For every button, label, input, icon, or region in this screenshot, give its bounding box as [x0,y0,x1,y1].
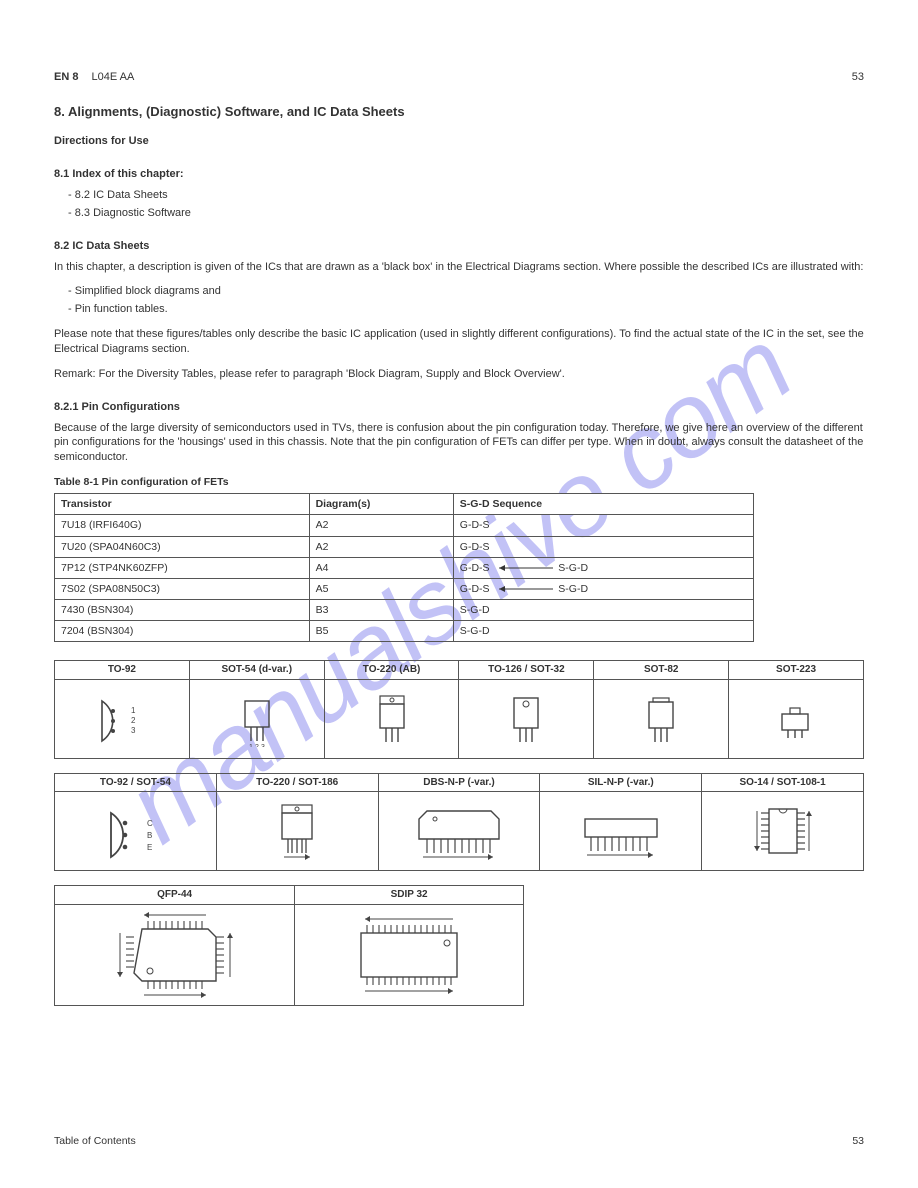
ic-items: Simplified block diagrams and Pin functi… [68,284,864,317]
table-row: 7430 (BSN304)B3S-G-D [55,600,754,621]
subheading-directions: Directions for Use [54,134,864,149]
svg-text:1: 1 [131,706,136,715]
pkg-icon-dbs [409,792,509,870]
pkg-so14: SO-14 / SOT-108-1 [701,774,863,871]
pkg-icon-sot223 [766,680,826,758]
pkg-icon-qfp44 [110,905,240,1005]
col-transistor: Transistor [55,494,310,515]
paragraph: Because of the large diversity of semico… [54,421,864,466]
paragraph: Please note that these figures/tables on… [54,327,864,357]
pkg-icon-sot54: 123 [227,680,287,758]
chassis-code: L04E AA [92,71,135,83]
chapter-en: EN 8 [54,71,78,83]
svg-text:C: C [147,819,153,828]
left-arrow-icon [495,585,555,593]
list-item: 8.3 Diagnostic Software [68,206,864,221]
pkg-sot82: SOT-82 [593,661,728,758]
table-row: 7U18 (IRFI640G)A2G-D-S [55,515,754,536]
pkg-icon-so14 [743,792,823,870]
svg-text:2: 2 [255,744,259,747]
package-row-1: TO-92 123 SOT-54 (d-var.) 123 TO-220 (AB… [54,660,864,759]
pkg-sot223: SOT-223 [728,661,863,758]
table-caption: Table 8-1 Pin configuration of FETs [54,475,864,489]
svg-text:E: E [147,843,152,852]
list-item: 8.2 IC Data Sheets [68,188,864,203]
pkg-icon-to92b: CBE [95,792,175,870]
pkg-icon-sot82 [631,680,691,758]
package-row-2: TO-92 / SOT-54 CBE TO-220 / SOT-186 DBS-… [54,773,864,872]
svg-text:B: B [147,831,152,840]
pkg-qfp44: QFP-44 [54,886,294,1005]
chapter-heading: EN 8 L04E AA 53 [54,70,864,85]
pkg-icon-to92: 123 [87,680,157,758]
table-row: 7S02 (SPA08N50C3)A5 G-D-S S-G-D [55,578,754,599]
pkg-to126: TO-126 / SOT-32 [458,661,593,758]
list-item: Pin function tables. [68,302,864,317]
pkg-dbs: DBS-N-P (-var.) [378,774,540,871]
fet-table: Transistor Diagram(s) S-G-D Sequence 7U1… [54,493,754,642]
page-footer: Table of Contents 53 [54,1134,864,1148]
pkg-icon-to126 [496,680,556,758]
pkg-sdip32: SDIP 32 [294,886,523,1005]
svg-text:3: 3 [261,744,265,747]
heading-pinconfig: 8.2.1 Pin Configurations [54,400,864,415]
heading-ic-data: 8.2 IC Data Sheets [54,239,864,254]
table-row: 7P12 (STP4NK60ZFP)A4 G-D-S ← S-G-D G-D-S… [55,557,754,578]
paragraph: Remark: For the Diversity Tables, please… [54,367,864,382]
pkg-sil: SIL-N-P (-var.) [539,774,701,871]
heading-index: 8.1 Index of this chapter: [54,167,864,182]
pkg-to220b: TO-220 / SOT-186 [216,774,378,871]
footer-left[interactable]: Table of Contents [54,1135,136,1147]
pkg-icon-sil [571,792,671,870]
pkg-sot54: SOT-54 (d-var.) 123 [189,661,324,758]
pkg-icon-sdip32 [339,905,479,1005]
col-diagram: Diagram(s) [309,494,453,515]
page-num-top: 53 [852,70,864,85]
page-content: EN 8 L04E AA 53 8. Alignments, (Diagnost… [54,70,864,1006]
pkg-icon-to220 [362,680,422,758]
package-row-3: QFP-44 [54,885,524,1006]
svg-text:2: 2 [131,716,136,725]
svg-text:3: 3 [131,726,136,735]
pkg-to220: TO-220 (AB) [324,661,459,758]
svg-text:1: 1 [249,744,253,747]
paragraph: In this chapter, a description is given … [54,260,864,275]
footer-page-number: 53 [852,1134,864,1148]
pkg-to92b: TO-92 / SOT-54 CBE [54,774,216,871]
table-header-row: Transistor Diagram(s) S-G-D Sequence [55,494,754,515]
pkg-to92: TO-92 123 [54,661,189,758]
table-row: 7U20 (SPA04N60C3)A2G-D-S [55,536,754,557]
index-list: 8.2 IC Data Sheets 8.3 Diagnostic Softwa… [68,188,864,221]
left-arrow-icon [495,564,555,572]
pkg-icon-to220b [262,792,332,870]
table-row: 7204 (BSN304)B5S-G-D [55,621,754,642]
list-item: Simplified block diagrams and [68,284,864,299]
col-seq: S-G-D Sequence [453,494,753,515]
heading-chapter-title: 8. Alignments, (Diagnostic) Software, an… [54,103,864,121]
